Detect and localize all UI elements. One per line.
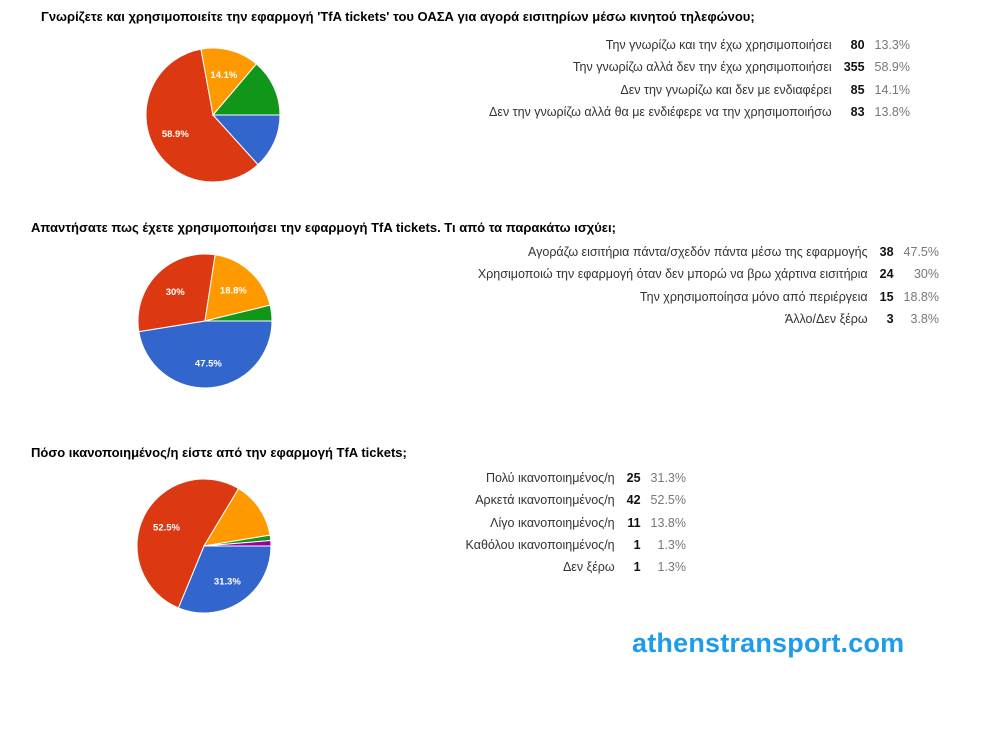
legend-percent: 31.3% (650, 471, 686, 486)
legend-row: Λίγο ικανοποιημένος/η 11 13.8% (466, 512, 686, 534)
legend-label: Την γνωρίζω και την έχω χρησιμοποιήσει (605, 38, 832, 53)
legend-row: Την χρησιμοποίησα μόνο από περιέργεια 15 1… (478, 286, 939, 308)
legend-label: Δεν την γνωρίζω και δεν με ενδιαφέρει (620, 82, 832, 97)
legend-row: Χρησιμοποιώ την εφαρμογή όταν δεν μπορώ … (478, 263, 939, 285)
legend-percent: 3.8% (910, 312, 940, 327)
pie-slice (211, 63, 281, 116)
legend-percent: 13.8% (650, 515, 686, 530)
legend-count: 3 (886, 312, 894, 327)
legend-label: Καθόλου ικανοποιημένος/η (465, 538, 615, 553)
legend-count: 355 (843, 60, 865, 75)
legend-row: Δεν την γνωρίζω αλλά θα με ενδιέφερε να … (489, 101, 910, 123)
pie-slice (136, 478, 240, 609)
legend-row: Καθόλου ικανοποιημένος/η 1 1.3% (466, 534, 686, 556)
legend-3: Πολύ ικανοποιημένος/η 25 31.3% Αρκετά ικανο… (466, 467, 686, 578)
question-title-3: Πόσο ικανοποιημένος/η είστε από την εφαρ… (31, 445, 407, 460)
question-title-1: Γνωρίζετε και χρησιμοποιείτε την εφαρμογ… (41, 9, 755, 24)
slice-data-label: 58.9% (162, 129, 189, 140)
legend-percent: 47.5% (903, 245, 939, 260)
pie-slice (204, 304, 273, 322)
question-title-2: Απαντήσατε πως έχετε χρησιμοποιήσει την … (31, 220, 616, 235)
legend-row: Αγοράζω εισιτήρια πάντα/σχεδόν πάντα μέσ… (478, 241, 939, 263)
legend-count: 1 (633, 560, 641, 575)
legend-label: Λίγο ικανοποιημένος/η (490, 515, 615, 530)
legend-row: Την γνωρίζω και την έχω χρησιμοποιήσει 80… (489, 34, 910, 56)
legend-label: Δεν ξέρω (562, 560, 615, 575)
legend-count: 85 (850, 82, 865, 97)
pie-chart-1: 58.9% 14.1% (145, 47, 281, 183)
legend-1: Την γνωρίζω και την έχω χρησιμοποιήσει 80… (489, 34, 910, 123)
slice-data-label: 14.1% (210, 70, 237, 81)
chart-block-3: Πόσο ικανοποιημένος/η είστε από την εφαρ… (31, 445, 686, 614)
pie-slice (137, 253, 216, 333)
legend-percent: 18.8% (903, 289, 939, 304)
legend-percent: 1.3% (657, 560, 687, 575)
legend-count: 15 (879, 289, 894, 304)
slice-data-label: 18.8% (220, 286, 247, 297)
legend-2: Αγοράζω εισιτήρια πάντα/σχεδόν πάντα μέσ… (478, 241, 939, 330)
legend-count: 11 (627, 515, 641, 530)
legend-label: Άλλο/Δεν ξέρω (784, 312, 868, 327)
legend-label: Δεν την γνωρίζω αλλά θα με ενδιέφερε να … (489, 105, 832, 120)
legend-count: 24 (879, 267, 894, 282)
pie-chart-2: 47.5% 30% 18.8% (137, 253, 273, 389)
legend-count: 1 (633, 538, 641, 553)
legend-count: 38 (879, 245, 894, 260)
pie-slice (204, 254, 271, 322)
legend-count: 83 (850, 105, 865, 120)
legend-count: 80 (850, 38, 865, 53)
legend-percent: 14.1% (874, 82, 910, 97)
legend-count: 25 (626, 471, 641, 486)
chart-block-1: Γνωρίζετε και χρησιμοποιείτε την εφαρμογ… (0, 0, 988, 200)
slice-data-label: 47.5% (195, 358, 222, 369)
legend-row: Την γνωρίζω αλλά δεν την έχω χρησιμοποιή… (489, 56, 910, 78)
legend-percent: 30% (913, 267, 939, 282)
legend-label: Πολύ ικανοποιημένος/η (485, 471, 615, 486)
pie-slice (145, 48, 259, 183)
pie-slice (203, 540, 272, 547)
legend-row: Αρκετά ικανοποιημένος/η 42 52.5% (466, 489, 686, 511)
legend-row: Δεν την γνωρίζω και δεν με ενδιαφέρει 85 1… (489, 79, 910, 101)
pie-slice (203, 487, 271, 547)
pie-slice (138, 320, 273, 389)
slice-data-label: 30% (166, 287, 186, 298)
chart-block-2: Απαντήσατε πως έχετε χρησιμοποιήσει την … (31, 220, 939, 389)
site-watermark: athenstransport.com (632, 628, 905, 658)
legend-label: Αγοράζω εισιτήρια πάντα/σχεδόν πάντα μέσ… (528, 245, 868, 260)
legend-percent: 52.5% (650, 493, 686, 508)
legend-label: Χρησιμοποιώ την εφαρμογή όταν δεν μπορώ … (477, 267, 868, 282)
legend-row: Πολύ ικανοποιημένος/η 25 31.3% (466, 467, 686, 489)
pie-slice (200, 47, 258, 117)
slice-data-label: 52.5% (153, 523, 180, 534)
pie-chart-3: 31.3% 52.5% (136, 478, 272, 614)
legend-percent: 13.3% (874, 38, 910, 53)
legend-percent: 1.3% (657, 538, 687, 553)
legend-row: Άλλο/Δεν ξέρω 3 3.8% (478, 308, 939, 330)
pie-slice (177, 545, 272, 614)
legend-label: Την γνωρίζω αλλά δεν την έχω χρησιμοποιή… (572, 60, 832, 75)
legend-percent: 58.9% (874, 60, 910, 75)
legend-percent: 13.8% (874, 105, 910, 120)
legend-row: Δεν ξέρω 1 1.3% (466, 556, 686, 578)
legend-label: Την χρησιμοποίησα μόνο από περιέργεια (639, 289, 868, 304)
legend-count: 42 (626, 493, 641, 508)
pie-slice (211, 114, 281, 166)
slice-data-label: 31.3% (214, 576, 241, 587)
legend-label: Αρκετά ικανοποιημένος/η (475, 493, 615, 508)
